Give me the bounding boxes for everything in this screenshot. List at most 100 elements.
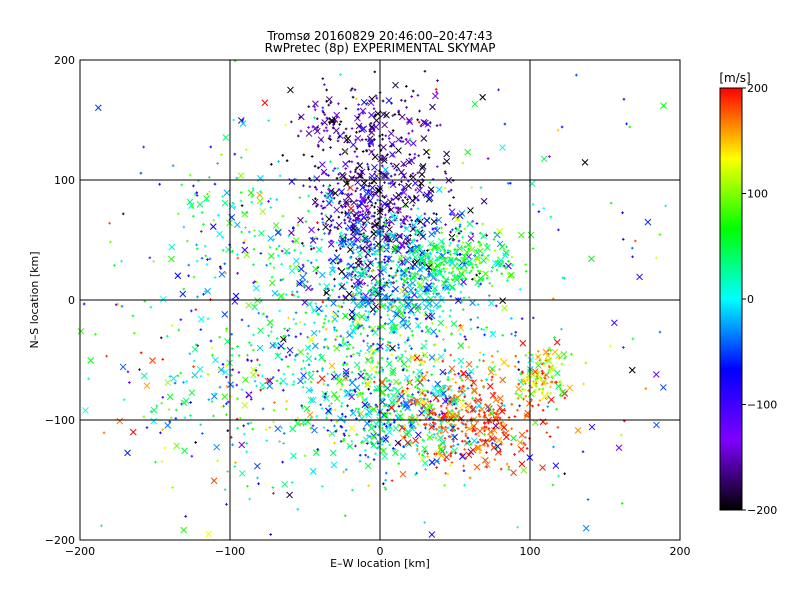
plus-marker	[225, 413, 228, 417]
plus-marker	[424, 339, 428, 343]
plus-marker	[399, 139, 402, 143]
plus-marker	[342, 301, 345, 305]
plus-marker	[478, 451, 482, 454]
cross-marker	[399, 452, 407, 460]
plus-marker	[319, 353, 322, 356]
cross-marker	[360, 179, 368, 187]
cross-marker	[312, 100, 319, 108]
plus-marker	[376, 413, 380, 417]
plus-marker	[482, 328, 486, 332]
plus-marker	[340, 282, 343, 285]
plus-marker	[286, 329, 289, 332]
plus-marker	[239, 199, 243, 203]
plus-marker	[398, 381, 402, 385]
plus-marker	[323, 395, 327, 399]
cross-marker	[466, 258, 474, 265]
plus-marker	[556, 426, 560, 429]
plus-marker	[258, 363, 261, 367]
plus-marker	[347, 445, 350, 448]
plus-marker	[444, 459, 447, 462]
plus-marker	[530, 386, 534, 389]
cross-marker	[254, 462, 261, 470]
plus-marker	[230, 353, 234, 357]
plus-marker	[479, 270, 482, 273]
plus-marker	[424, 393, 427, 397]
plus-marker	[621, 211, 624, 215]
cross-marker	[350, 221, 358, 229]
plus-marker	[389, 303, 393, 306]
plus-marker	[334, 430, 338, 433]
cross-marker	[496, 228, 504, 235]
plus-marker	[275, 337, 279, 340]
cross-marker	[150, 406, 158, 414]
plus-marker	[350, 127, 354, 130]
plus-marker	[582, 382, 585, 386]
plus-marker	[299, 270, 303, 274]
plus-marker	[329, 229, 332, 232]
plus-marker	[530, 398, 533, 401]
plus-marker	[303, 322, 307, 326]
plus-marker	[354, 97, 358, 101]
cross-marker	[364, 357, 372, 364]
plus-marker	[183, 416, 187, 419]
plus-marker	[335, 176, 339, 180]
plus-marker	[351, 488, 354, 492]
plus-marker	[327, 232, 331, 236]
plus-marker	[407, 338, 410, 342]
plus-marker	[435, 212, 438, 216]
cross-marker	[393, 163, 400, 170]
cross-marker	[324, 191, 332, 199]
plus-marker	[431, 227, 435, 231]
plus-marker	[367, 184, 371, 188]
plus-marker	[315, 117, 319, 121]
plus-marker	[387, 137, 391, 140]
plus-marker	[422, 439, 426, 443]
plus-marker	[390, 388, 394, 392]
plus-marker	[442, 161, 446, 165]
plus-marker	[400, 98, 403, 102]
plus-marker	[367, 196, 370, 199]
cross-marker	[311, 306, 318, 314]
cross-marker	[347, 262, 355, 270]
plus-marker	[385, 386, 388, 389]
plus-marker	[421, 389, 424, 392]
cross-marker	[416, 265, 424, 273]
plus-marker	[279, 382, 282, 385]
plus-marker	[513, 365, 517, 368]
plus-marker	[368, 181, 371, 185]
plus-marker	[384, 282, 388, 286]
plus-marker	[459, 324, 462, 327]
cross-marker	[408, 157, 415, 165]
cross-marker	[356, 271, 364, 278]
plus-marker	[352, 248, 355, 252]
plus-marker	[252, 348, 255, 352]
plus-marker	[371, 329, 374, 333]
plus-marker	[541, 389, 544, 393]
cross-marker	[430, 390, 438, 398]
cross-marker	[388, 297, 395, 305]
plus-marker	[381, 194, 384, 198]
plus-marker	[341, 286, 345, 290]
plus-marker	[161, 358, 165, 361]
plus-marker	[424, 310, 427, 314]
plus-marker	[317, 312, 321, 316]
plus-marker	[450, 257, 454, 261]
cross-marker	[414, 376, 422, 383]
plus-marker	[221, 195, 224, 198]
plus-marker	[355, 131, 358, 134]
plus-marker	[230, 373, 233, 377]
cross-marker	[143, 382, 151, 390]
cross-marker	[322, 223, 330, 231]
cross-marker	[342, 312, 349, 320]
plus-marker	[354, 176, 358, 180]
plus-marker	[373, 218, 377, 222]
plus-marker	[87, 377, 90, 381]
plus-marker	[451, 411, 454, 415]
plus-marker	[265, 428, 268, 431]
plus-marker	[435, 251, 439, 254]
plus-marker	[324, 304, 328, 308]
cross-marker	[474, 279, 481, 287]
plus-marker	[454, 381, 458, 384]
cross-marker	[496, 240, 504, 248]
plus-marker	[451, 270, 455, 273]
